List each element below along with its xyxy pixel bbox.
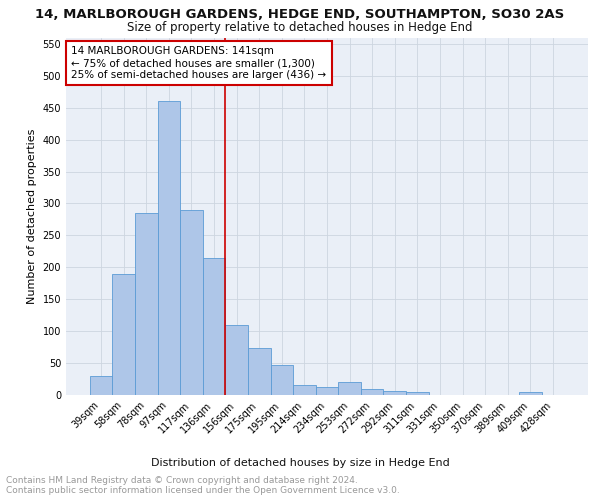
Bar	[406, 392, 428, 395]
Bar	[226, 325, 248, 395]
Bar	[361, 388, 383, 395]
Text: Size of property relative to detached houses in Hedge End: Size of property relative to detached ho…	[127, 21, 473, 34]
Bar	[180, 210, 203, 395]
Bar	[316, 386, 338, 395]
Bar	[383, 390, 406, 395]
Bar	[519, 392, 542, 395]
Bar	[90, 376, 112, 395]
Bar	[248, 348, 271, 395]
Bar	[203, 258, 226, 395]
Text: Contains HM Land Registry data © Crown copyright and database right 2024.
Contai: Contains HM Land Registry data © Crown c…	[6, 476, 400, 495]
Y-axis label: Number of detached properties: Number of detached properties	[27, 128, 37, 304]
Bar	[338, 382, 361, 395]
Bar	[158, 102, 180, 395]
Bar	[293, 386, 316, 395]
Bar	[112, 274, 135, 395]
Text: 14, MARLBOROUGH GARDENS, HEDGE END, SOUTHAMPTON, SO30 2AS: 14, MARLBOROUGH GARDENS, HEDGE END, SOUT…	[35, 8, 565, 20]
Text: 14 MARLBOROUGH GARDENS: 141sqm
← 75% of detached houses are smaller (1,300)
25% : 14 MARLBOROUGH GARDENS: 141sqm ← 75% of …	[71, 46, 326, 80]
Bar	[135, 213, 158, 395]
Bar	[271, 365, 293, 395]
Text: Distribution of detached houses by size in Hedge End: Distribution of detached houses by size …	[151, 458, 449, 468]
